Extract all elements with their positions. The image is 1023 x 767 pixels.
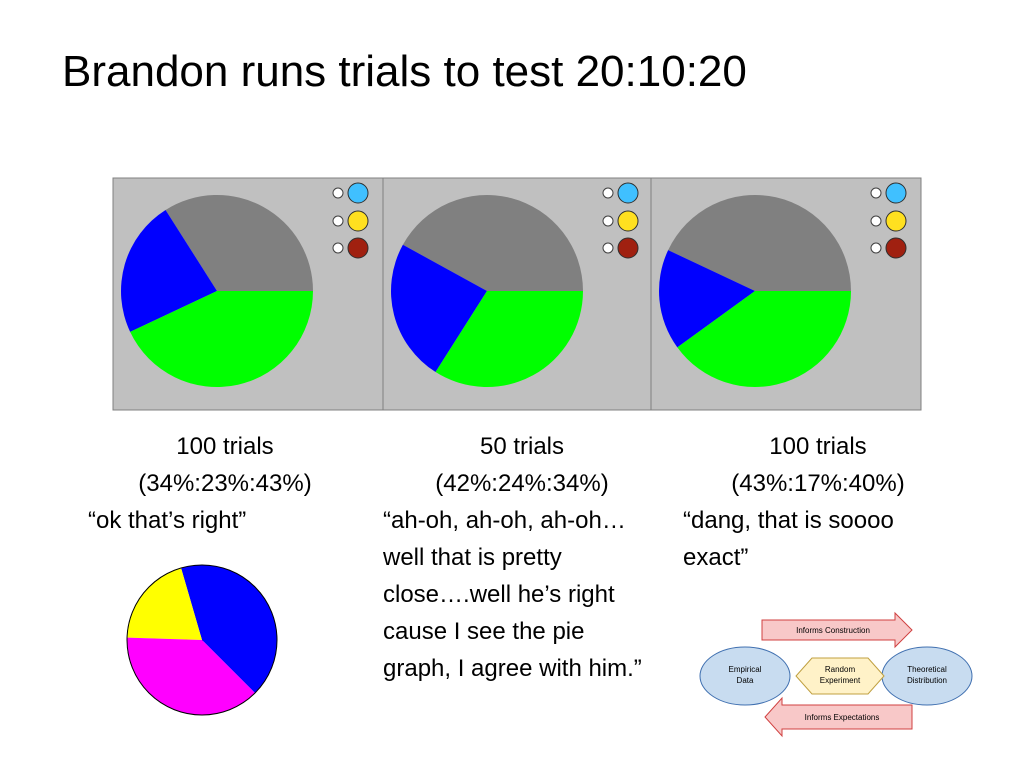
pie-slice — [658, 250, 755, 348]
radio-button — [870, 215, 882, 227]
pie-slice — [127, 637, 256, 715]
bottom-arrow-label: Informs Expectations — [805, 713, 880, 722]
radio-button — [332, 242, 344, 254]
ratio-label: (34%:23%:43%) — [138, 470, 312, 497]
center-node-label: Experiment — [820, 676, 861, 685]
quote: “dang, that is soooo exact” — [683, 507, 894, 571]
radio-button — [870, 242, 882, 254]
radio-button — [332, 187, 344, 199]
quote: “ok that’s right” — [88, 507, 247, 534]
pie-slice — [120, 209, 217, 332]
top-arrow — [761, 611, 913, 649]
top-arrow-label: Informs Construction — [796, 626, 870, 635]
icon — [617, 182, 639, 204]
quote: “ah-oh, ah-oh, ah-oh…well that is pretty… — [383, 507, 642, 682]
pie-slice — [677, 291, 851, 388]
icon — [347, 182, 369, 204]
pie-slice — [391, 244, 487, 373]
random-node — [795, 657, 885, 695]
empirical-node — [699, 646, 791, 706]
center-node-label: Random — [825, 665, 856, 674]
bottom-arrow — [764, 696, 913, 738]
pie-slice — [402, 195, 583, 291]
pie-slice — [181, 565, 278, 694]
right-node-label: Theoretical — [907, 665, 947, 674]
icon — [347, 237, 369, 259]
radio-button — [870, 187, 882, 199]
ratio-label: (42%:24%:34%) — [435, 470, 609, 497]
radio-button — [602, 242, 614, 254]
radio-button — [602, 215, 614, 227]
icon — [617, 210, 639, 232]
icon — [885, 237, 907, 259]
pie-slice — [435, 291, 583, 387]
ratio-label: (43%:17%:40%) — [731, 470, 905, 497]
slide-title: Brandon runs trials to test 20:10:20 — [62, 47, 747, 96]
radio-button — [332, 215, 344, 227]
pie-slice — [668, 194, 851, 291]
trials-label: 100 trials — [176, 433, 274, 460]
pie-slice — [127, 567, 202, 640]
icon — [347, 210, 369, 232]
icon — [885, 210, 907, 232]
pie-slice — [130, 291, 313, 387]
right-node-label: Distribution — [907, 676, 947, 685]
radio-button — [602, 187, 614, 199]
left-node-label: Empirical — [729, 665, 762, 674]
icon — [617, 237, 639, 259]
spinner-rim — [126, 564, 278, 716]
pie-slice — [165, 195, 313, 291]
trials-label: 50 trials — [479, 433, 565, 460]
trials-label: 100 trials — [769, 433, 867, 460]
left-node-label: Data — [737, 676, 754, 685]
icon — [885, 182, 907, 204]
